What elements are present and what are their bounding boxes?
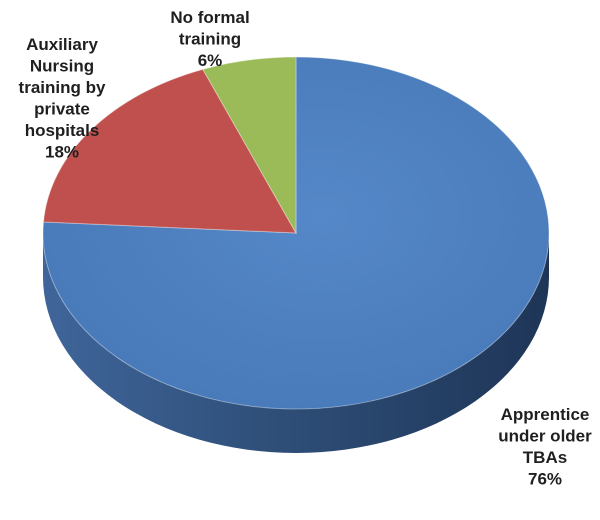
slice-label-line-1-2: training by <box>19 78 106 97</box>
slice-label-line-2-0: No formal <box>170 8 249 27</box>
slice-label-line-1-1: Nursing <box>30 57 94 76</box>
pie-slice-2 <box>202 56 297 235</box>
slice-label-0: Apprentice under older TBAs 76% <box>498 405 592 489</box>
slice-label-line-0-0: Apprentice <box>501 405 590 424</box>
slice-label-line-1-4: hospitals <box>25 121 100 140</box>
slice-value-0: 76% <box>528 470 562 489</box>
slice-label-line-2-1: training <box>179 30 241 49</box>
slice-label-line-0-1: under older <box>498 427 592 446</box>
slice-label-2: No formal training 6% <box>170 8 249 70</box>
slice-label-line-0-2: TBAs <box>523 448 567 467</box>
slice-label-1: Auxiliary Nursing training by private hospit… <box>19 35 106 162</box>
slice-label-line-1-0: Auxiliary <box>26 35 98 54</box>
slice-label-line-1-3: private <box>34 100 90 119</box>
pie-slice-1 <box>42 68 297 234</box>
slice-value-2: 6% <box>198 51 223 70</box>
pie-slice-0 <box>42 56 550 410</box>
slice-value-1: 18% <box>45 143 79 162</box>
pie-side-0 <box>43 233 549 453</box>
